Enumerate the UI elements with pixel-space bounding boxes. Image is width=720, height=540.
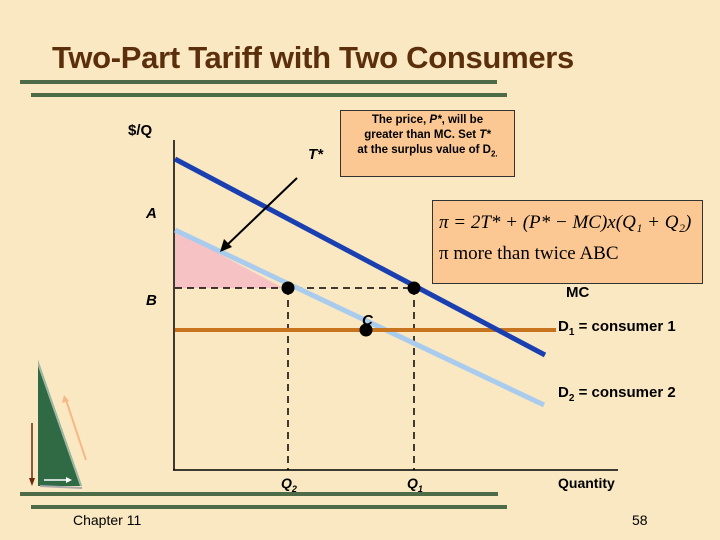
d2-label: D2 = consumer 2: [558, 384, 676, 404]
mc-label: MC: [566, 284, 590, 301]
point-c: [359, 323, 373, 337]
t-star-label: T*: [308, 146, 323, 163]
price-note-box: The price, P*, will be greater than MC. …: [340, 110, 515, 177]
point-label-b: B: [146, 292, 157, 309]
x-axis-label: Quantity: [558, 475, 615, 491]
point-q2: [281, 281, 295, 295]
t-star-arrow: [225, 177, 298, 247]
y-axis-label: $/Q: [128, 122, 153, 139]
navigation-logo: [29, 360, 87, 489]
q2-label: Q2: [281, 475, 297, 494]
d2-demand-curve: [173, 227, 546, 408]
point-q1: [407, 281, 421, 295]
profit-formula-box: π = 2T* + (P* − MC)x(Q₁ + Q₂) π more tha…: [432, 200, 703, 284]
footer-chapter: Chapter 11: [73, 512, 142, 528]
d1-label: D1 = consumer 1: [558, 318, 676, 338]
point-label-a: A: [146, 205, 157, 222]
slide-title: Two-Part Tariff with Two Consumers: [52, 40, 574, 75]
profit-formula: π = 2T* + (P* − MC)x(Q₁ + Q₂): [439, 212, 692, 233]
arrow-head: [220, 239, 232, 252]
point-label-c: C: [362, 312, 373, 329]
page-number: 58: [632, 512, 648, 528]
q1-label: Q1: [407, 475, 423, 494]
d1-demand-curve: [173, 156, 547, 358]
profit-comparison: π more than twice ABC: [439, 243, 619, 264]
